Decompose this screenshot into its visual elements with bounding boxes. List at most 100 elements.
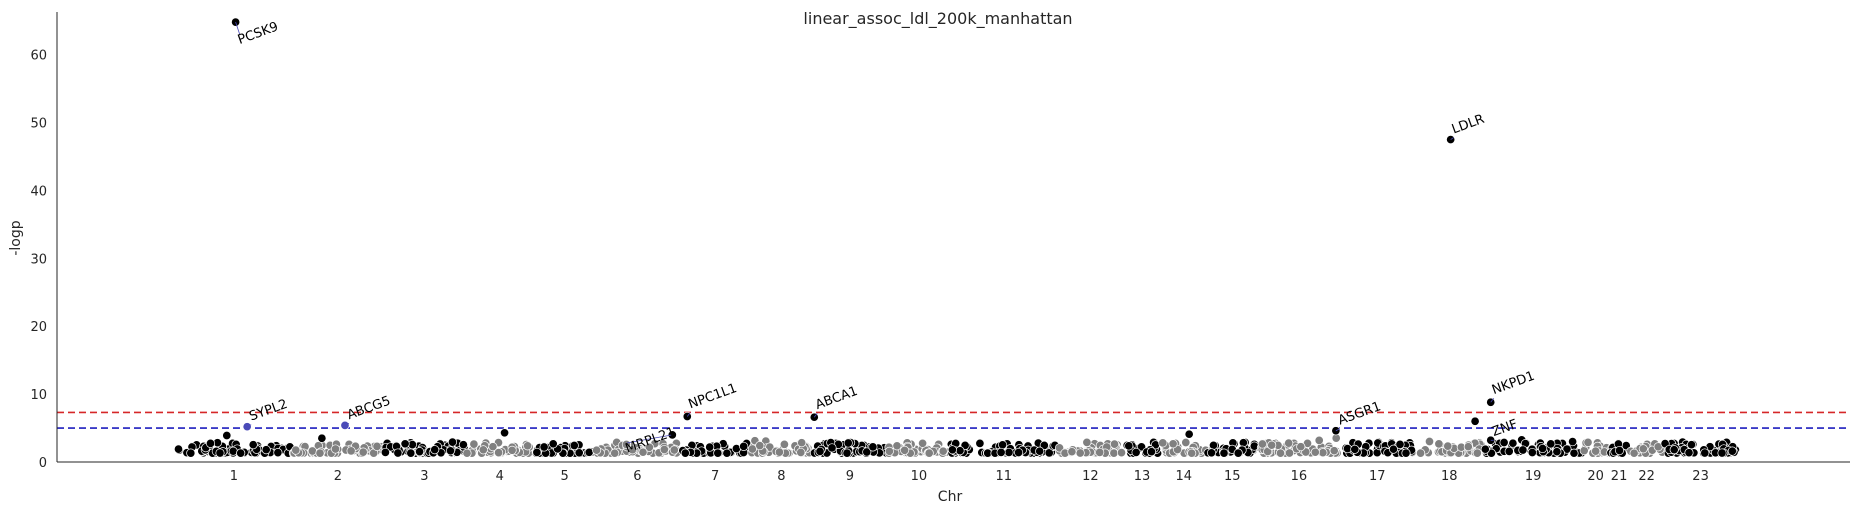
data-point <box>747 444 757 454</box>
gene-label: ABCA1 <box>814 384 860 413</box>
data-point <box>1310 447 1320 457</box>
x-tick-label: 9 <box>846 469 854 484</box>
data-point <box>1591 446 1601 456</box>
data-point <box>1686 440 1697 450</box>
y-tick-label: 10 <box>30 388 47 403</box>
data-point <box>1206 448 1217 458</box>
data-point <box>1350 444 1360 454</box>
label-connector <box>235 22 241 35</box>
gene-label: LDLR <box>1450 112 1487 138</box>
data-point <box>1296 442 1306 452</box>
data-point <box>924 448 934 458</box>
data-point <box>1388 444 1399 454</box>
data-point <box>291 445 301 455</box>
gene-label: NPC1L1 <box>687 381 740 412</box>
peak-point <box>500 428 510 438</box>
y-tick-label: 0 <box>39 456 47 471</box>
x-tick-label: 10 <box>911 469 928 484</box>
x-tick-label: 20 <box>1587 469 1604 484</box>
data-point <box>1579 446 1589 456</box>
gene-label: ABCG5 <box>345 394 392 423</box>
data-point <box>1329 446 1339 456</box>
data-point <box>358 447 368 457</box>
data-point <box>1284 438 1294 448</box>
data-point <box>1109 439 1120 449</box>
data-point <box>458 440 468 450</box>
data-point <box>1629 448 1639 458</box>
data-point <box>955 446 965 456</box>
data-point <box>796 447 806 457</box>
data-point <box>1416 448 1426 458</box>
data-point <box>574 448 584 458</box>
data-point <box>315 448 325 458</box>
label-connector <box>1450 137 1454 140</box>
data-point <box>1472 448 1482 458</box>
data-point <box>1257 439 1267 449</box>
data-point <box>1568 437 1578 447</box>
x-tick-label: 23 <box>1692 469 1709 484</box>
data-point <box>494 448 504 458</box>
data-point <box>1095 447 1105 457</box>
data-point <box>862 447 872 457</box>
data-point <box>186 448 196 458</box>
data-point <box>406 448 416 458</box>
peak-point <box>222 430 232 441</box>
data-point <box>1401 448 1411 458</box>
data-point <box>1499 437 1509 448</box>
data-point <box>1082 437 1092 447</box>
chart-title: linear_assoc_ldl_200k_manhattan <box>803 9 1072 29</box>
data-point <box>627 445 638 455</box>
y-tick-label: 20 <box>30 320 47 335</box>
x-tick-label: 7 <box>711 469 719 484</box>
peak-point <box>1184 429 1194 439</box>
data-point <box>548 439 558 449</box>
x-tick-label: 22 <box>1638 469 1655 484</box>
y-tick-label: 30 <box>30 252 47 267</box>
data-point <box>1669 445 1679 455</box>
data-point <box>1318 448 1328 458</box>
data-point <box>523 441 533 451</box>
data-points <box>173 416 1740 458</box>
x-tick-label: 21 <box>1611 469 1628 484</box>
data-point <box>975 438 985 448</box>
data-point <box>644 442 654 452</box>
data-point <box>1518 445 1528 455</box>
data-point <box>1508 438 1518 448</box>
x-tick-label: 1 <box>230 469 238 484</box>
gene-label: SYPL2 <box>247 397 289 425</box>
y-tick-label: 40 <box>30 184 47 199</box>
data-point <box>1146 447 1157 457</box>
data-point <box>918 438 928 448</box>
data-point <box>1395 439 1405 449</box>
label-connector <box>1490 398 1495 403</box>
data-point <box>659 444 669 455</box>
data-point <box>1054 443 1065 453</box>
data-point <box>1275 448 1286 458</box>
data-point <box>1552 447 1562 457</box>
data-point <box>1727 446 1737 456</box>
data-point <box>372 441 382 451</box>
data-point <box>1546 439 1556 449</box>
data-point <box>532 447 542 457</box>
x-tick-label: 19 <box>1525 469 1542 484</box>
data-point <box>1684 448 1694 458</box>
data-point <box>592 445 602 455</box>
x-tick-label: 5 <box>561 469 569 484</box>
data-point <box>705 442 715 452</box>
data-point <box>415 447 425 457</box>
data-point <box>1284 448 1295 458</box>
data-point <box>488 442 498 452</box>
peak-point <box>1470 416 1480 426</box>
y-tick-label: 50 <box>30 117 47 132</box>
gene-label: NKPD1 <box>1490 369 1537 398</box>
data-point <box>205 438 216 448</box>
data-point <box>1219 448 1229 458</box>
data-point <box>892 441 902 451</box>
data-point <box>1233 448 1243 458</box>
data-point <box>947 445 957 455</box>
data-point <box>478 445 488 455</box>
